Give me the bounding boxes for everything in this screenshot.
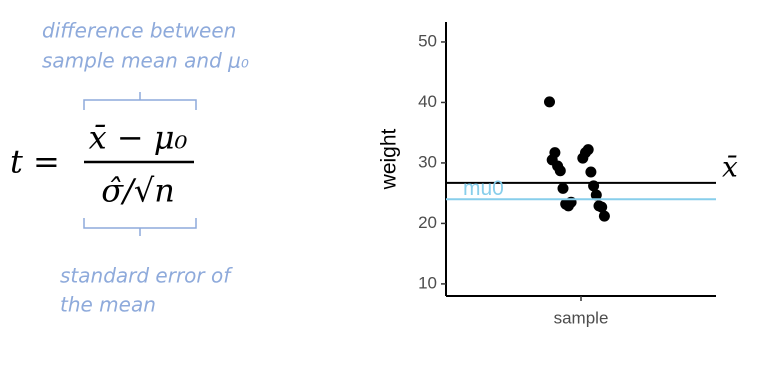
- reference-label: mu0: [463, 177, 504, 200]
- data-point: [557, 182, 569, 194]
- annotation-bottom-line: standard error of: [60, 264, 233, 288]
- data-point: [590, 189, 602, 201]
- data-point: [598, 210, 610, 222]
- data-point: [585, 166, 597, 178]
- formula-denominator: σ̂/√n: [101, 172, 175, 210]
- formula-lhs: t =: [10, 143, 60, 181]
- y-tick-label: 50: [418, 31, 437, 50]
- data-point: [544, 96, 555, 108]
- brace-top: [83, 92, 197, 110]
- annotation-top-line: difference between: [42, 19, 236, 43]
- brace-bottom: [83, 218, 197, 236]
- y-tick-label: 10: [418, 273, 437, 292]
- y-axis-label: weight: [378, 128, 401, 190]
- data-point: [596, 201, 608, 213]
- data-point: [554, 165, 566, 177]
- formula-numerator: x̄ − μ₀: [89, 119, 188, 157]
- y-tick-label: 30: [418, 152, 437, 171]
- reference-label: x̄: [722, 150, 738, 183]
- annotation-bottom-line: the mean: [60, 293, 156, 317]
- y-tick-label: 20: [418, 213, 437, 232]
- data-point: [582, 144, 594, 156]
- annotation-top-line: sample mean and μ₀: [42, 49, 249, 73]
- y-tick-label: 40: [418, 92, 437, 111]
- data-point: [549, 147, 561, 159]
- x-tick-label: sample: [554, 308, 609, 327]
